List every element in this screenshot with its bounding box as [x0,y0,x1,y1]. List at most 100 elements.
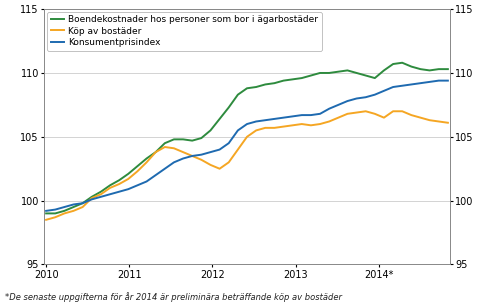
Konsumentprisindex [271,117,277,121]
Boendekostnader hos personer som bor i ägarbostäder [144,157,150,160]
Köp av bostäder [372,112,378,116]
Konsumentprisindex [116,190,122,194]
Köp av bostäder [43,218,49,222]
Konsumentprisindex [445,79,451,82]
Konsumentprisindex [317,112,323,116]
Boendekostnader hos personer som bor i ägarbostäder [134,164,140,168]
Boendekostnader hos personer som bor i ägarbostäder [217,117,223,121]
Boendekostnader hos personer som bor i ägarbostäder [344,69,350,72]
Köp av bostäder [134,169,140,173]
Köp av bostäder [116,182,122,186]
Köp av bostäder [71,209,77,213]
Konsumentprisindex [427,80,433,84]
Konsumentprisindex [52,208,58,211]
Konsumentprisindex [262,118,268,122]
Köp av bostäder [344,112,350,116]
Text: *De senaste uppgifterna för år 2014 är preliminära beträffande köp av bostäder: *De senaste uppgifterna för år 2014 är p… [5,293,342,302]
Konsumentprisindex [226,141,232,145]
Köp av bostäder [399,109,405,113]
Köp av bostäder [281,125,287,128]
Boendekostnader hos personer som bor i ägarbostäder [326,71,332,75]
Boendekostnader hos personer som bor i ägarbostäder [289,78,295,81]
Boendekostnader hos personer som bor i ägarbostäder [363,74,369,77]
Boendekostnader hos personer som bor i ägarbostäder [317,71,323,75]
Konsumentprisindex [344,99,350,103]
Konsumentprisindex [43,209,49,213]
Boendekostnader hos personer som bor i ägarbostäder [61,209,67,213]
Boendekostnader hos personer som bor i ägarbostäder [417,67,423,71]
Konsumentprisindex [390,85,396,89]
Köp av bostäder [144,161,150,164]
Konsumentprisindex [98,195,104,199]
Boendekostnader hos personer som bor i ägarbostäder [253,85,259,89]
Köp av bostäder [107,186,113,190]
Boendekostnader hos personer som bor i ägarbostäder [71,205,77,209]
Boendekostnader hos personer som bor i ägarbostäder [52,212,58,215]
Köp av bostäder [354,111,360,114]
Boendekostnader hos personer som bor i ägarbostäder [171,137,177,141]
Köp av bostäder [162,145,168,149]
Köp av bostäder [189,154,195,158]
Konsumentprisindex [354,97,360,100]
Konsumentprisindex [199,153,205,157]
Konsumentprisindex [207,150,213,154]
Köp av bostäder [226,161,232,164]
Konsumentprisindex [153,173,159,177]
Boendekostnader hos personer som bor i ägarbostäder [107,184,113,187]
Köp av bostäder [153,150,159,154]
Köp av bostäder [253,129,259,132]
Köp av bostäder [98,192,104,196]
Konsumentprisindex [409,83,414,86]
Köp av bostäder [445,121,451,125]
Boendekostnader hos personer som bor i ägarbostäder [80,201,85,205]
Köp av bostäder [180,150,186,154]
Konsumentprisindex [289,115,295,118]
Konsumentprisindex [335,103,341,107]
Boendekostnader hos personer som bor i ägarbostäder [89,195,95,199]
Boendekostnader hos personer som bor i ägarbostäder [244,86,250,90]
Line: Konsumentprisindex: Konsumentprisindex [46,81,448,211]
Boendekostnader hos personer som bor i ägarbostäder [354,71,360,75]
Köp av bostäder [271,126,277,130]
Köp av bostäder [308,123,314,127]
Köp av bostäder [289,123,295,127]
Konsumentprisindex [244,122,250,126]
Boendekostnader hos personer som bor i ägarbostäder [162,141,168,145]
Legend: Boendekostnader hos personer som bor i ägarbostäder, Köp av bostäder, Konsumentp: Boendekostnader hos personer som bor i ä… [47,12,322,50]
Köp av bostäder [335,116,341,119]
Konsumentprisindex [180,157,186,160]
Köp av bostäder [80,205,85,209]
Boendekostnader hos personer som bor i ägarbostäder [116,178,122,182]
Boendekostnader hos personer som bor i ägarbostäder [262,83,268,86]
Boendekostnader hos personer som bor i ägarbostäder [207,129,213,132]
Konsumentprisindex [417,81,423,85]
Konsumentprisindex [144,180,150,183]
Köp av bostäder [217,167,223,171]
Konsumentprisindex [71,203,77,206]
Köp av bostäder [199,158,205,162]
Boendekostnader hos personer som bor i ägarbostäder [98,190,104,194]
Konsumentprisindex [80,201,85,205]
Boendekostnader hos personer som bor i ägarbostäder [427,69,433,72]
Köp av bostäder [235,148,241,151]
Konsumentprisindex [399,84,405,88]
Boendekostnader hos personer som bor i ägarbostäder [409,65,414,68]
Konsumentprisindex [189,154,195,158]
Konsumentprisindex [171,161,177,164]
Köp av bostäder [409,113,414,117]
Konsumentprisindex [134,184,140,187]
Boendekostnader hos personer som bor i ägarbostäder [381,69,387,72]
Boendekostnader hos personer som bor i ägarbostäder [235,93,241,96]
Konsumentprisindex [363,95,369,99]
Köp av bostäder [390,109,396,113]
Köp av bostäder [381,116,387,119]
Köp av bostäder [417,116,423,119]
Köp av bostäder [244,135,250,139]
Köp av bostäder [171,147,177,150]
Köp av bostäder [61,212,67,215]
Boendekostnader hos personer som bor i ägarbostäder [390,62,396,66]
Boendekostnader hos personer som bor i ägarbostäder [436,67,442,71]
Konsumentprisindex [326,107,332,111]
Konsumentprisindex [61,205,67,209]
Köp av bostäder [427,118,433,122]
